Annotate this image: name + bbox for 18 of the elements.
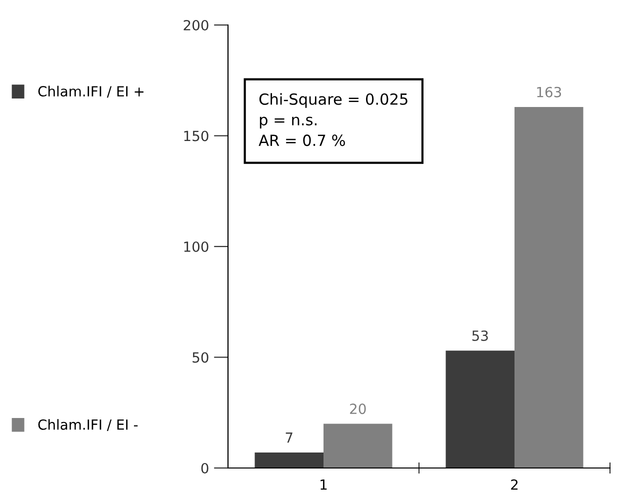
y-tick-label: 100 bbox=[184, 241, 208, 252]
bar bbox=[254, 452, 324, 468]
y-tick-label: 50 bbox=[192, 352, 208, 363]
data-label: 20 bbox=[350, 404, 366, 414]
bar bbox=[446, 350, 514, 468]
x-tick-label: 2 bbox=[511, 479, 518, 490]
y-tick-label: 150 bbox=[184, 130, 208, 142]
bar bbox=[514, 106, 584, 468]
bar bbox=[324, 424, 392, 468]
data-label: 53 bbox=[472, 330, 488, 341]
legend-label: Chlam.IFI / EI + bbox=[38, 86, 144, 98]
y-tick-label: 200 bbox=[184, 20, 208, 30]
annotation: Chi-Square = 0.025 p = n.s. AR = 0.7 % bbox=[258, 93, 408, 146]
data-label: 7 bbox=[286, 432, 292, 443]
x-tick-label: 1 bbox=[320, 480, 327, 490]
legend-label: Chlam.IFI / EI - bbox=[38, 419, 138, 431]
data-label: 163 bbox=[537, 86, 562, 98]
y-tick-label: 0 bbox=[201, 462, 208, 474]
